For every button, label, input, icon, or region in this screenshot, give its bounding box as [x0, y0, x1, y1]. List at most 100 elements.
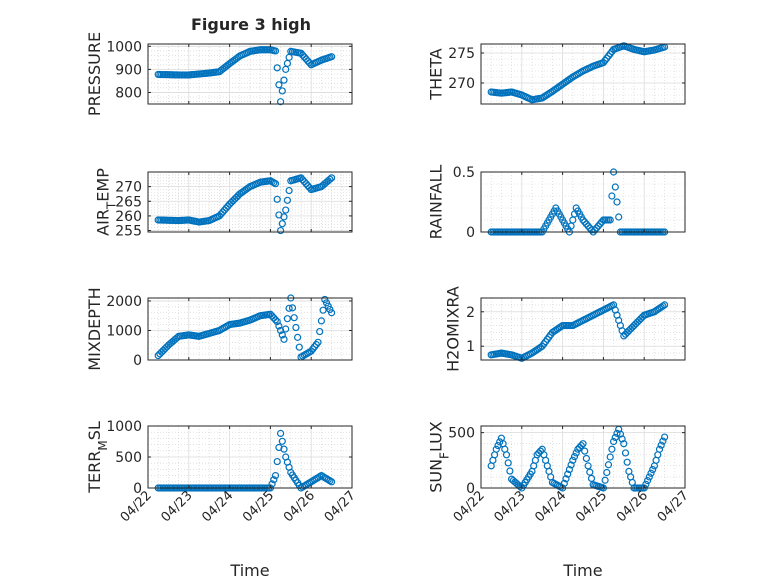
data-point — [606, 453, 614, 461]
data-point — [616, 430, 625, 438]
data-point — [572, 449, 580, 457]
data-point — [292, 323, 300, 332]
figure-title: Figure 3 high — [191, 15, 311, 34]
y-tick-label: 270 — [448, 76, 475, 92]
data-point — [659, 437, 667, 445]
data-point — [285, 186, 293, 195]
data-point — [570, 453, 579, 461]
data-point — [584, 462, 592, 470]
axes-box — [480, 171, 686, 233]
axes-box — [480, 297, 686, 361]
y-tick-label: 0 — [466, 225, 475, 241]
data-point — [271, 47, 280, 55]
y-tick-label: 800 — [115, 85, 142, 101]
y-axis-label: MIXDEPTH — [85, 287, 104, 370]
data-point — [643, 477, 652, 485]
y-tick-label: 265 — [115, 194, 142, 210]
data-point — [647, 469, 655, 477]
data-point — [271, 316, 280, 324]
data-point — [282, 206, 290, 214]
y-tick-label: 0.5 — [453, 165, 475, 181]
y-tick-label: 2000 — [106, 294, 142, 310]
data-point — [562, 475, 570, 483]
y-tick-label: 500 — [115, 450, 142, 466]
data-point — [564, 470, 572, 478]
data-point — [577, 441, 585, 450]
data-series — [154, 46, 336, 106]
y-axis-label: TERRMSL — [85, 421, 110, 494]
data-point — [328, 478, 336, 486]
data-point — [655, 445, 664, 453]
data-point — [618, 435, 626, 443]
data-point — [305, 184, 314, 192]
data-point — [567, 461, 575, 469]
data-point — [657, 441, 665, 449]
data-point — [280, 213, 288, 221]
data-point — [273, 318, 281, 326]
data-point — [645, 473, 653, 481]
data-point — [278, 331, 286, 339]
y-axis-label: PRESSURE — [85, 32, 104, 116]
y-tick-label: 0 — [133, 353, 142, 369]
data-point — [581, 447, 589, 455]
y-tick-label: 275 — [448, 46, 475, 62]
data-point — [277, 226, 285, 235]
data-point — [492, 445, 500, 453]
data-point — [613, 429, 621, 437]
axes-box — [480, 43, 686, 105]
y-tick-label: 900 — [115, 62, 142, 78]
data-point — [586, 468, 594, 476]
data-point — [603, 468, 611, 477]
y-tick-label: 2 — [466, 305, 475, 321]
data-point — [565, 465, 574, 474]
data-point — [278, 87, 286, 95]
data-point — [280, 335, 288, 343]
data-point — [608, 445, 616, 453]
y-tick-label: 1000 — [106, 323, 142, 339]
data-point — [611, 183, 619, 191]
data-point — [328, 174, 336, 182]
y-tick-label: 270 — [115, 180, 142, 196]
data-point — [314, 338, 322, 346]
data-point — [660, 433, 669, 441]
x-axis-label: Time — [562, 561, 602, 580]
y-tick-label: 0 — [133, 481, 142, 497]
y-tick-label: 260 — [115, 209, 142, 225]
data-point — [601, 476, 609, 484]
data-point — [606, 216, 614, 224]
data-point — [278, 220, 286, 228]
data-point — [326, 175, 334, 183]
data-point — [275, 322, 283, 330]
data-point — [282, 325, 290, 333]
data-point — [277, 429, 285, 438]
data-point — [295, 343, 303, 351]
data-point — [569, 456, 577, 464]
y-axis-label: SUNFLUX — [427, 421, 452, 493]
data-point — [319, 306, 327, 314]
data-point — [275, 81, 283, 89]
data-point — [506, 467, 514, 475]
axes-box — [147, 171, 353, 233]
data-point — [285, 304, 293, 312]
data-point — [278, 437, 286, 445]
data-series — [487, 42, 669, 104]
data-point — [660, 301, 669, 309]
y-tick-label: 1 — [466, 339, 475, 355]
data-point — [271, 180, 280, 188]
data-point — [516, 482, 524, 491]
data-point — [328, 53, 336, 61]
data-point — [642, 480, 650, 488]
data-point — [273, 64, 281, 72]
data-point — [305, 59, 314, 67]
y-axis-label: AIRTEMP — [94, 168, 119, 236]
data-point — [283, 196, 291, 204]
data-series — [487, 301, 669, 362]
data-series — [487, 425, 669, 492]
data-point — [560, 479, 568, 487]
data-point — [649, 465, 657, 474]
